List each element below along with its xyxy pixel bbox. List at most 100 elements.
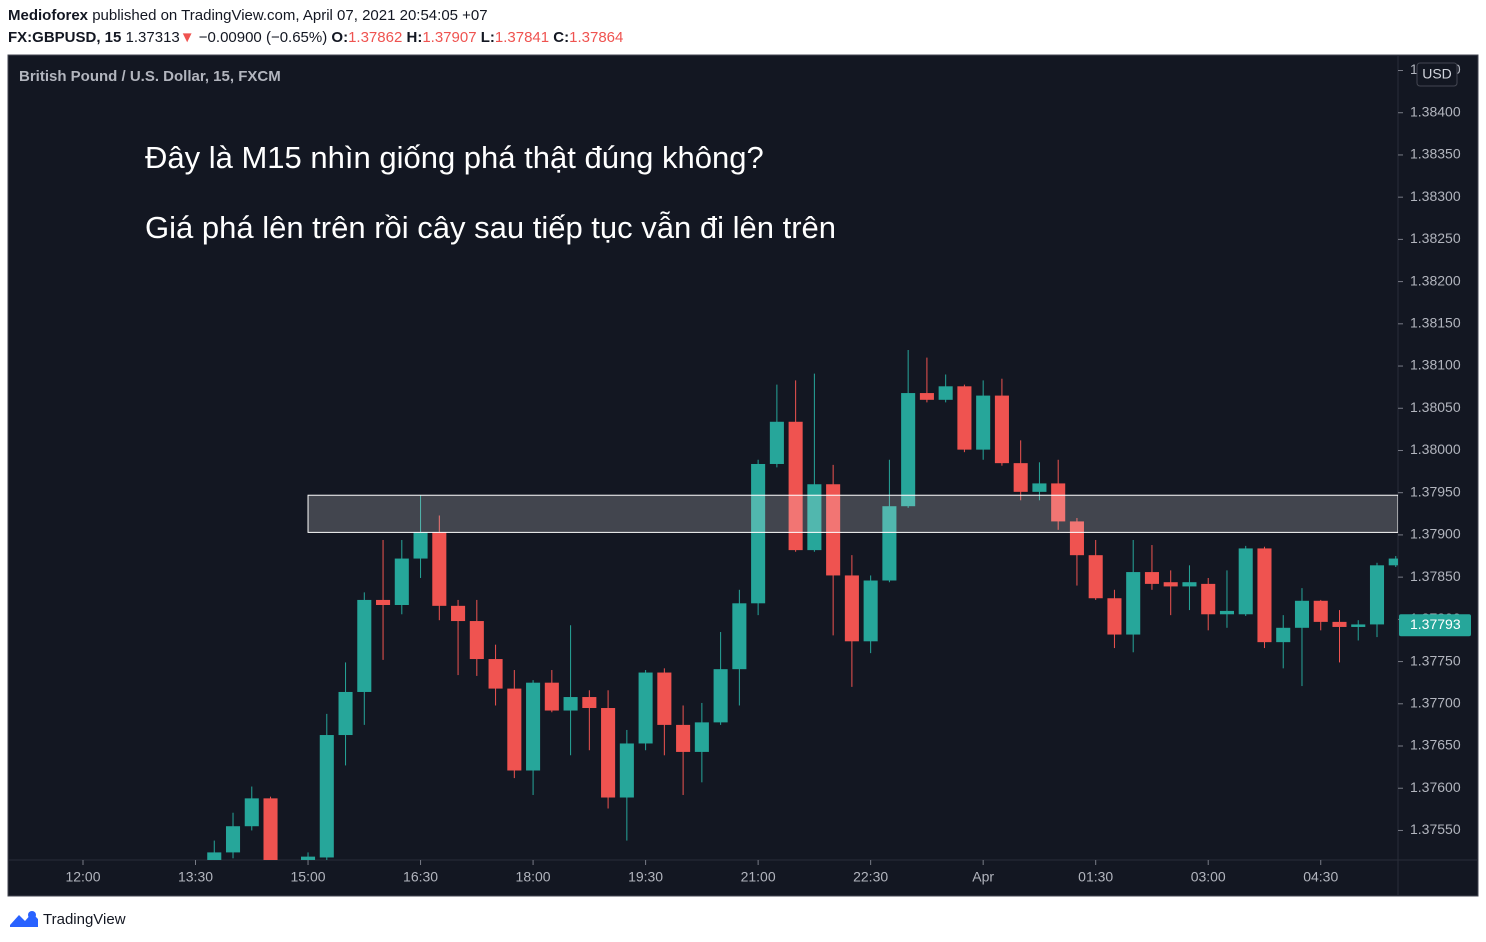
chart-panel <box>7 54 1479 897</box>
ohlc-value: 1.37841 <box>494 29 550 46</box>
published: published on TradingView.com, April 07, … <box>92 7 488 24</box>
candle-body <box>901 393 916 507</box>
candle-body <box>1032 483 1047 492</box>
candle-body <box>769 421 784 464</box>
candle-body <box>394 558 409 605</box>
y-tick-label: 1.38400 <box>1410 103 1461 119</box>
candle-body <box>882 506 897 581</box>
change: −0.00900 (−0.65%) <box>198 29 328 46</box>
candle-body <box>957 386 972 450</box>
y-tick-label: 1.38050 <box>1410 399 1461 415</box>
candle-body <box>225 826 241 853</box>
candle-body <box>319 735 334 858</box>
price: 1.37313 <box>125 29 180 46</box>
ohlc-label: L: <box>480 29 495 46</box>
candle-body <box>826 484 841 576</box>
ohlc-value: 1.37907 <box>422 29 477 46</box>
candle-body <box>676 724 691 752</box>
candle-body <box>694 722 709 752</box>
candle-body <box>1069 521 1084 556</box>
y-tick-label: 1.37600 <box>1410 779 1461 795</box>
candle-body <box>1051 483 1066 522</box>
ohlc-label: C: <box>553 29 570 46</box>
candle-body <box>1388 558 1398 566</box>
candle-body <box>1238 548 1253 615</box>
y-tick-label: 1.38200 <box>1410 272 1461 288</box>
y-tick-label: 1.38100 <box>1410 357 1461 373</box>
candle-body <box>1144 572 1159 584</box>
candle-body <box>938 386 953 400</box>
publish-line: Medioforex published on TradingView.com,… <box>8 5 1478 27</box>
y-tick-label: 1.37800 <box>1410 610 1461 626</box>
candle-body <box>1219 610 1234 615</box>
candle-body <box>976 395 991 450</box>
candle-body <box>1276 627 1291 643</box>
candle-body <box>582 697 597 709</box>
candle-body <box>1088 555 1103 599</box>
candle-body <box>244 798 259 827</box>
candle-body <box>788 421 803 551</box>
y-tick-label: 1.38300 <box>1410 188 1461 204</box>
ohlc-label: O: <box>331 29 349 46</box>
ohlc-label: H: <box>406 29 423 46</box>
y-tick-label: 1.37650 <box>1410 737 1461 753</box>
candle-body <box>469 621 484 660</box>
ohlc-value: 1.37864 <box>569 29 624 46</box>
annotation: Đây là M15 nhìn giống phá thật đúng khôn… <box>145 140 764 175</box>
candle-body <box>1163 582 1178 587</box>
x-tick-label: 13:30 <box>178 869 213 885</box>
symbol: FX:GBPUSD, 15 <box>8 29 122 46</box>
candle-body <box>263 798 278 860</box>
ohlc: O:1.37862 H:1.37907 L:1.37841 C:1.37864 <box>331 29 623 46</box>
y-tick-label: 1.37750 <box>1410 652 1461 668</box>
candle-body <box>994 395 1009 464</box>
candle-body <box>1294 600 1310 628</box>
candle-body <box>413 532 428 559</box>
y-tick-label: 1.38000 <box>1410 441 1461 457</box>
candle-body <box>844 575 859 642</box>
y-tick-label: 1.37550 <box>1410 821 1461 837</box>
change-arrow: ▼ <box>179 29 195 46</box>
y-tick-label: 1.38350 <box>1410 146 1461 162</box>
candle-body <box>807 484 822 551</box>
x-tick-label: 15:00 <box>291 869 326 885</box>
candle-body <box>376 599 391 605</box>
y-tick-label: 1.37950 <box>1410 483 1461 499</box>
candle-body <box>863 580 878 642</box>
x-tick-label: 16:30 <box>403 869 438 885</box>
x-tick-label: 22:30 <box>853 869 888 885</box>
currency-box <box>1416 62 1458 87</box>
last-price-label: 1.37793 <box>1410 616 1461 632</box>
candle-body <box>1201 583 1216 615</box>
x-tick-label: 01:30 <box>1078 869 1113 885</box>
x-tick-label: 21:00 <box>741 869 776 885</box>
y-tick-label: 1.38150 <box>1410 315 1461 331</box>
candle-body <box>432 532 447 606</box>
candle-body <box>1332 621 1347 627</box>
currency-label: USD <box>1422 66 1452 82</box>
x-tick-label: 03:00 <box>1191 869 1226 885</box>
candle-body <box>751 463 766 604</box>
candle-body <box>507 688 522 771</box>
y-tick-label: 1.37700 <box>1410 694 1461 710</box>
x-tick-label: 04:30 <box>1303 869 1338 885</box>
x-tick-label: 19:30 <box>628 869 663 885</box>
candle-body <box>1313 600 1328 622</box>
candle-body <box>544 682 559 711</box>
plot-area <box>207 349 1398 860</box>
highlight-zone <box>307 494 1398 533</box>
candle-body <box>732 603 747 670</box>
annotation: Giá phá lên trên rồi cây sau tiếp tục vẫ… <box>145 210 836 245</box>
brand: TradingView <box>43 910 126 928</box>
ohlc-value: 1.37862 <box>348 29 403 46</box>
candle-body <box>207 852 222 860</box>
y-tick-label: 1.37900 <box>1410 526 1461 542</box>
y-tick-label: 1.37850 <box>1410 568 1461 584</box>
candle-body <box>619 743 634 798</box>
candle-body <box>488 659 503 689</box>
logo <box>10 911 38 927</box>
candle-body <box>919 393 934 400</box>
quote-line: FX:GBPUSD, 15 1.37313▼ −0.00900 (−0.65%)… <box>8 27 1478 49</box>
candle-body <box>451 605 466 622</box>
